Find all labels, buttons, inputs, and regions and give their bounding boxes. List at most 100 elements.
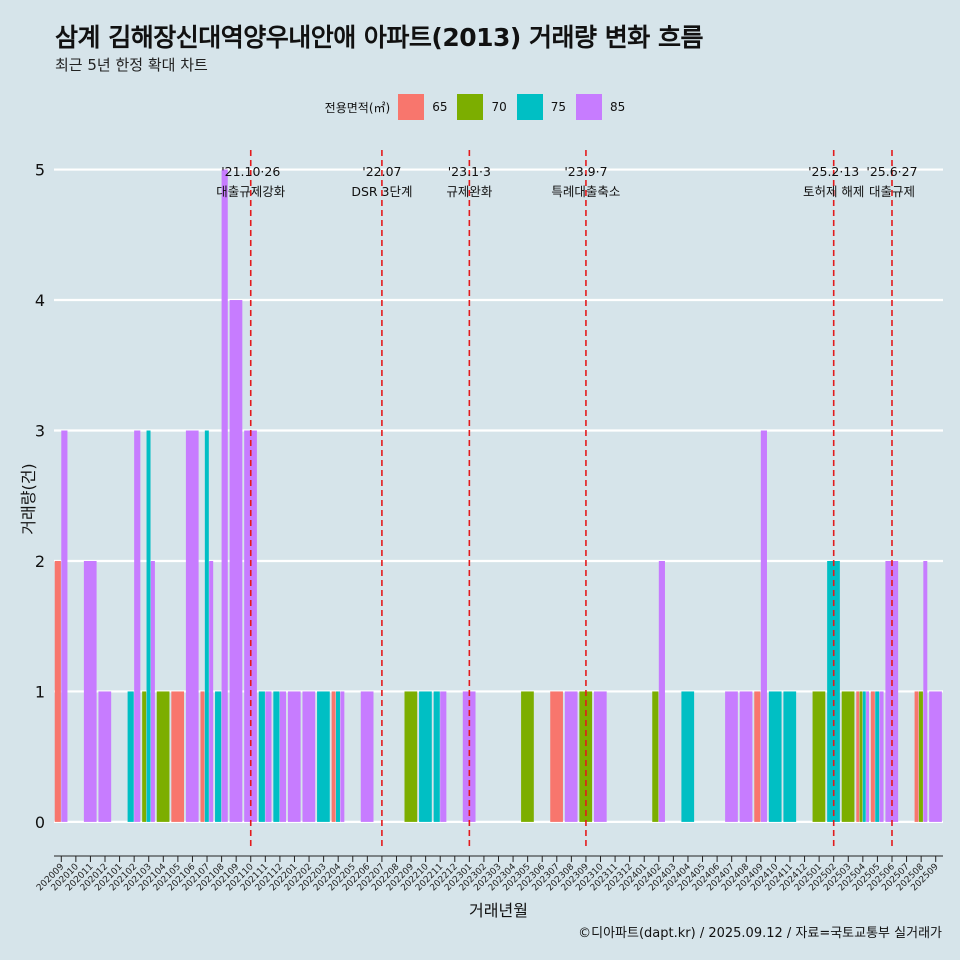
bar-202111-75: [258, 691, 265, 822]
event-label-0: 대출규제강화: [216, 184, 286, 199]
bar-202009-65: [54, 560, 61, 822]
bar-202301-85: [462, 691, 476, 822]
legend-label-70: 70: [491, 100, 507, 114]
bar-202503-70: [841, 691, 855, 822]
legend-label-65: 65: [432, 100, 448, 114]
legend-label-75: 75: [550, 100, 567, 114]
bar-202110-85: [244, 430, 257, 822]
y-tick-label-1: 1: [35, 682, 45, 701]
bar-202202-85: [302, 691, 316, 822]
legend-item-85: 85: [576, 94, 625, 120]
bar-202107-75: [204, 430, 209, 822]
bar-202106-85: [185, 430, 199, 822]
bar-202107-85: [209, 560, 214, 822]
bar-202012-85: [98, 691, 112, 822]
bar-202409-65: [754, 691, 761, 822]
bar-202112-85: [279, 691, 287, 822]
bar-202209-70: [404, 691, 418, 822]
event-date-1: '22.07: [362, 164, 401, 179]
bar-202103-85: [150, 560, 155, 822]
chart-title: 삼계 김해장신대역양우내안애 아파트(2013) 거래량 변화 흐름: [55, 23, 703, 52]
bar-202505-75: [875, 691, 880, 822]
bar-202409-85: [760, 430, 767, 822]
event-date-4: '25.2·13: [808, 164, 859, 179]
bar-202508-70: [918, 691, 923, 822]
legend-key-70: [457, 94, 484, 120]
bar-202404-75: [681, 691, 695, 822]
bar-202104-70: [156, 691, 170, 822]
bar-202305-70: [521, 691, 534, 822]
event-label-5: 대출규제: [869, 184, 915, 199]
bar-202310-85: [593, 691, 607, 822]
bar-202011-85: [83, 560, 97, 822]
event-label-3: 특례대출축소: [551, 184, 620, 199]
bar-202103-70: [142, 691, 147, 822]
bar-202501-70: [812, 691, 826, 822]
bar-202204-85: [340, 691, 345, 822]
y-tick-label-2: 2: [35, 552, 45, 571]
event-date-2: '23.1·3: [448, 164, 491, 179]
bar-202402-85: [658, 560, 665, 822]
y-tick-label-4: 4: [35, 291, 45, 310]
bar-202504-85: [866, 691, 870, 822]
bar-202102-85: [134, 430, 141, 822]
bar-202204-65: [331, 691, 336, 822]
bar-202509-85: [929, 691, 942, 822]
legend-item-75: 75: [516, 94, 567, 120]
bar-202111-85: [265, 691, 272, 822]
legend-key-85: [576, 94, 603, 120]
chart-subtitle: 최근 5년 한정 확대 차트: [55, 56, 208, 74]
bar-202105-65: [171, 691, 185, 822]
bar-202108-75: [215, 691, 222, 822]
legend-key-75: [516, 94, 543, 120]
bar-202204-75: [336, 691, 340, 822]
legend-label-85: 85: [610, 100, 626, 114]
bar-202508-85: [923, 560, 928, 822]
bar-202505-65: [870, 691, 875, 822]
bar-202504-70: [859, 691, 863, 822]
bar-202112-75: [273, 691, 280, 822]
bar-202210-75: [419, 691, 432, 822]
bar-202508-65: [914, 691, 919, 822]
event-date-3: '23.9·7: [564, 164, 607, 179]
event-date-5: '25.6·27: [866, 164, 917, 179]
source-caption: ©디아파트(dapt.kr) / 2025.09.12 / 자료=국토교통부 실…: [578, 926, 942, 941]
bar-202309-70: [579, 691, 593, 822]
y-tick-label-0: 0: [35, 813, 45, 832]
bar-202102-75: [127, 691, 134, 822]
bar-202407-85: [725, 691, 738, 822]
bar-202411-75: [783, 691, 797, 822]
bar-202107-65: [200, 691, 205, 822]
bar-202203-75: [317, 691, 330, 822]
legend: 전용면적(㎡) 65 70 75 85: [0, 93, 960, 121]
legend-item-65: 65: [398, 94, 447, 120]
bar-202211-75: [433, 691, 440, 822]
bar-202408-85: [739, 691, 753, 822]
event-date-0: '21.10·26: [221, 164, 280, 179]
y-tick-label-5: 5: [35, 161, 45, 180]
bar-202211-85: [440, 691, 447, 822]
bar-202505-85: [879, 691, 884, 822]
bar-202504-75: [862, 691, 866, 822]
y-axis-title: 거래량(건): [19, 463, 38, 534]
bar-202108-85: [221, 169, 228, 822]
y-tick-label-3: 3: [35, 422, 45, 441]
bar-202009-85: [61, 430, 68, 822]
legend-title: 전용면적(㎡): [324, 100, 391, 115]
legend-item-70: 70: [457, 94, 507, 120]
x-axis-title: 거래년월: [469, 901, 528, 920]
bar-202307-65: [550, 691, 563, 822]
bar-202109-85: [229, 300, 243, 822]
event-label-4: 토허제 해제: [803, 184, 864, 199]
bar-202103-75: [146, 430, 151, 822]
bar-202402-70: [652, 691, 659, 822]
bar-202504-65: [856, 691, 860, 822]
bar-202201-85: [287, 691, 301, 822]
bar-202410-75: [768, 691, 782, 822]
event-label-1: DSR 3단계: [351, 184, 412, 199]
legend-key-65: [398, 94, 425, 120]
bar-202206-85: [360, 691, 374, 822]
bar-202308-85: [564, 691, 578, 822]
event-label-2: 규제완화: [446, 184, 493, 199]
